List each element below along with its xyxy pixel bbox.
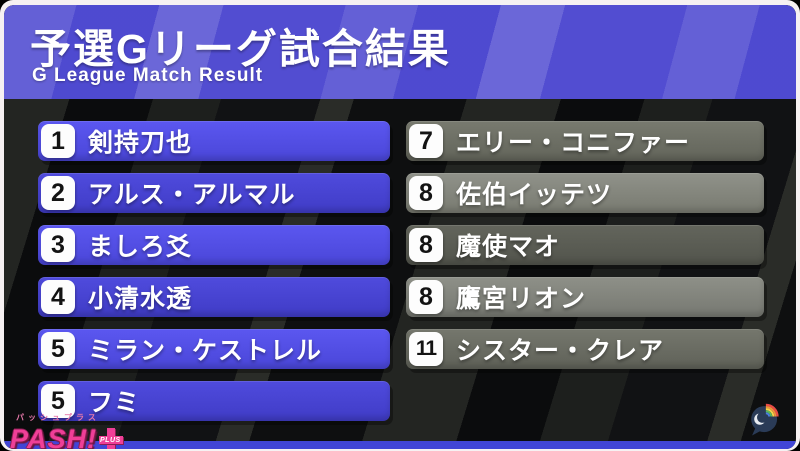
header-band: 予選Gリーグ試合結果 G League Match Result (4, 5, 796, 99)
player-name: 魔使マオ (456, 233, 561, 261)
ranking-row: 4 小清水透 (38, 277, 390, 317)
ranking-row: 8 魔使マオ (406, 225, 764, 265)
ranking-row: 11 シスター・クレア (406, 329, 764, 369)
rank-badge: 2 (41, 176, 75, 210)
player-name: ましろ爻 (88, 233, 193, 261)
rank-badge: 7 (409, 124, 443, 158)
rank-badge: 4 (41, 280, 75, 314)
pash-plus-watermark: パッシュプラス PASH! PLUS (10, 412, 124, 449)
ranking-column-right: 7 エリー・コニファー 8 佐伯イッテツ 8 魔使マオ 8 鷹宮リオン 11 (406, 121, 764, 381)
ranking-row: 2 アルス・アルマル (38, 173, 390, 213)
ranking-row: 8 佐伯イッテツ (406, 173, 764, 213)
watermark-brand-text: PASH! (10, 424, 98, 449)
rank-badge: 11 (409, 332, 443, 366)
player-name: 小清水透 (88, 285, 193, 313)
plus-icon: PLUS (99, 427, 124, 449)
ranking-column-left: 1 剣持刀也 2 アルス・アルマル 3 ましろ爻 4 小清水透 5 ミラン・ (38, 121, 390, 433)
rank-badge: 5 (41, 384, 75, 418)
rank-badge: 8 (409, 228, 443, 262)
rank-badge: 3 (41, 228, 75, 262)
stage-background: 予選Gリーグ試合結果 G League Match Result 1 剣持刀也 … (4, 5, 796, 449)
moon-rainbow-speech-bubble-icon (751, 403, 779, 436)
player-name: エリー・コニファー (456, 129, 691, 157)
player-name: フミ (88, 389, 141, 417)
rank-badge: 5 (41, 332, 75, 366)
ranking-row: 8 鷹宮リオン (406, 277, 764, 317)
player-name: 佐伯イッテツ (456, 181, 613, 209)
page-title: 予選Gリーグ試合結果 (30, 26, 451, 72)
watermark-plus-label: PLUS (100, 436, 121, 444)
ranking-row: 5 ミラン・ケストレル (38, 329, 390, 369)
player-name: アルス・アルマル (88, 181, 296, 209)
ranking-row: 3 ましろ爻 (38, 225, 390, 265)
ranking-row: 1 剣持刀也 (38, 121, 390, 161)
watermark-kana-text: パッシュプラス (16, 413, 100, 422)
bottom-accent-bar (4, 441, 796, 449)
rank-badge: 8 (409, 280, 443, 314)
page-subtitle: G League Match Result (32, 65, 264, 86)
player-name: ミラン・ケストレル (88, 337, 323, 365)
ranking-row: 7 エリー・コニファー (406, 121, 764, 161)
player-name: 鷹宮リオン (456, 285, 587, 313)
ranking-row: 5 フミ (38, 381, 390, 421)
rank-badge: 8 (409, 176, 443, 210)
player-name: 剣持刀也 (88, 129, 193, 157)
rank-badge: 1 (41, 124, 75, 158)
player-name: シスター・クレア (456, 337, 665, 365)
